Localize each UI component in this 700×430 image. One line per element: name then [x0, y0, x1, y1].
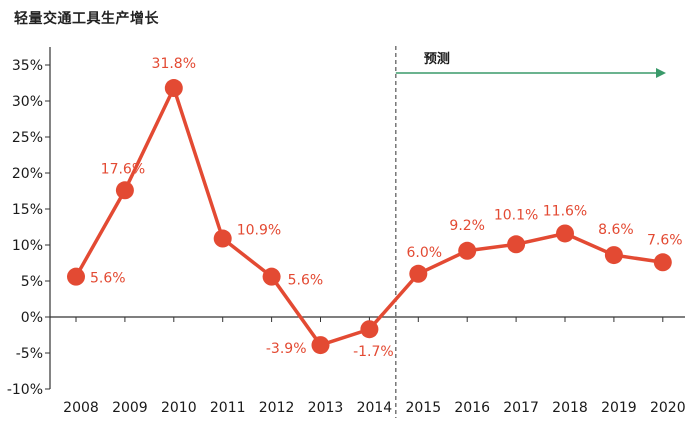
- data-point: [213, 229, 232, 248]
- data-point: [67, 267, 85, 286]
- x-tick-label: 2015: [405, 400, 441, 416]
- x-tick-label: 2011: [210, 400, 246, 416]
- x-tick-label: 2012: [259, 400, 295, 416]
- data-point: [409, 264, 428, 283]
- chart-title: 轻量交通工具生产增长: [14, 11, 159, 27]
- data-label: 5.6%: [288, 273, 324, 289]
- x-tick-label: 2013: [308, 400, 344, 416]
- y-tick-label: 5%: [21, 274, 43, 290]
- y-tick-label: 10%: [12, 238, 43, 254]
- data-point: [115, 181, 134, 200]
- data-point: [653, 253, 672, 272]
- y-tick-label: 30%: [12, 94, 43, 110]
- data-label: 11.6%: [543, 203, 587, 219]
- data-label: 7.6%: [647, 232, 683, 248]
- y-tick-label: 35%: [12, 58, 43, 74]
- y-tick-label: 25%: [12, 130, 43, 146]
- data-point: [311, 336, 330, 355]
- x-tick-label: 2009: [112, 400, 148, 416]
- x-tick-label: 2020: [650, 400, 686, 416]
- data-label: 6.0%: [407, 245, 443, 261]
- forecast-label: 预测: [424, 51, 450, 67]
- data-point: [507, 235, 526, 254]
- y-tick-label: -5%: [16, 346, 43, 362]
- x-tick-label: 2019: [601, 400, 637, 416]
- data-point: [458, 241, 477, 260]
- y-tick-label: 15%: [12, 202, 43, 218]
- data-point: [360, 320, 379, 339]
- data-label: 9.2%: [449, 218, 485, 234]
- y-tick-label: -10%: [7, 382, 43, 398]
- data-point: [604, 246, 623, 265]
- data-label: 8.6%: [598, 222, 634, 238]
- y-tick-label: 0%: [21, 310, 43, 326]
- data-label: 10.9%: [237, 223, 281, 239]
- data-point: [262, 267, 281, 286]
- data-point: [164, 79, 183, 98]
- x-tick-label: 2010: [161, 400, 197, 416]
- data-label: 10.1%: [494, 207, 538, 223]
- data-label: 31.8%: [152, 56, 196, 72]
- x-tick-label: 2014: [357, 400, 393, 416]
- x-tick-label: 2017: [503, 400, 539, 416]
- x-tick-label: 2016: [454, 400, 490, 416]
- x-tick-label: 2018: [552, 400, 588, 416]
- data-point: [556, 224, 574, 243]
- data-label: 17.6%: [101, 161, 145, 177]
- data-label: -1.7%: [353, 344, 394, 360]
- data-label: -3.9%: [266, 341, 307, 357]
- y-tick-label: 20%: [12, 166, 43, 182]
- x-tick-label: 2008: [63, 400, 99, 416]
- data-label: 5.6%: [90, 271, 126, 287]
